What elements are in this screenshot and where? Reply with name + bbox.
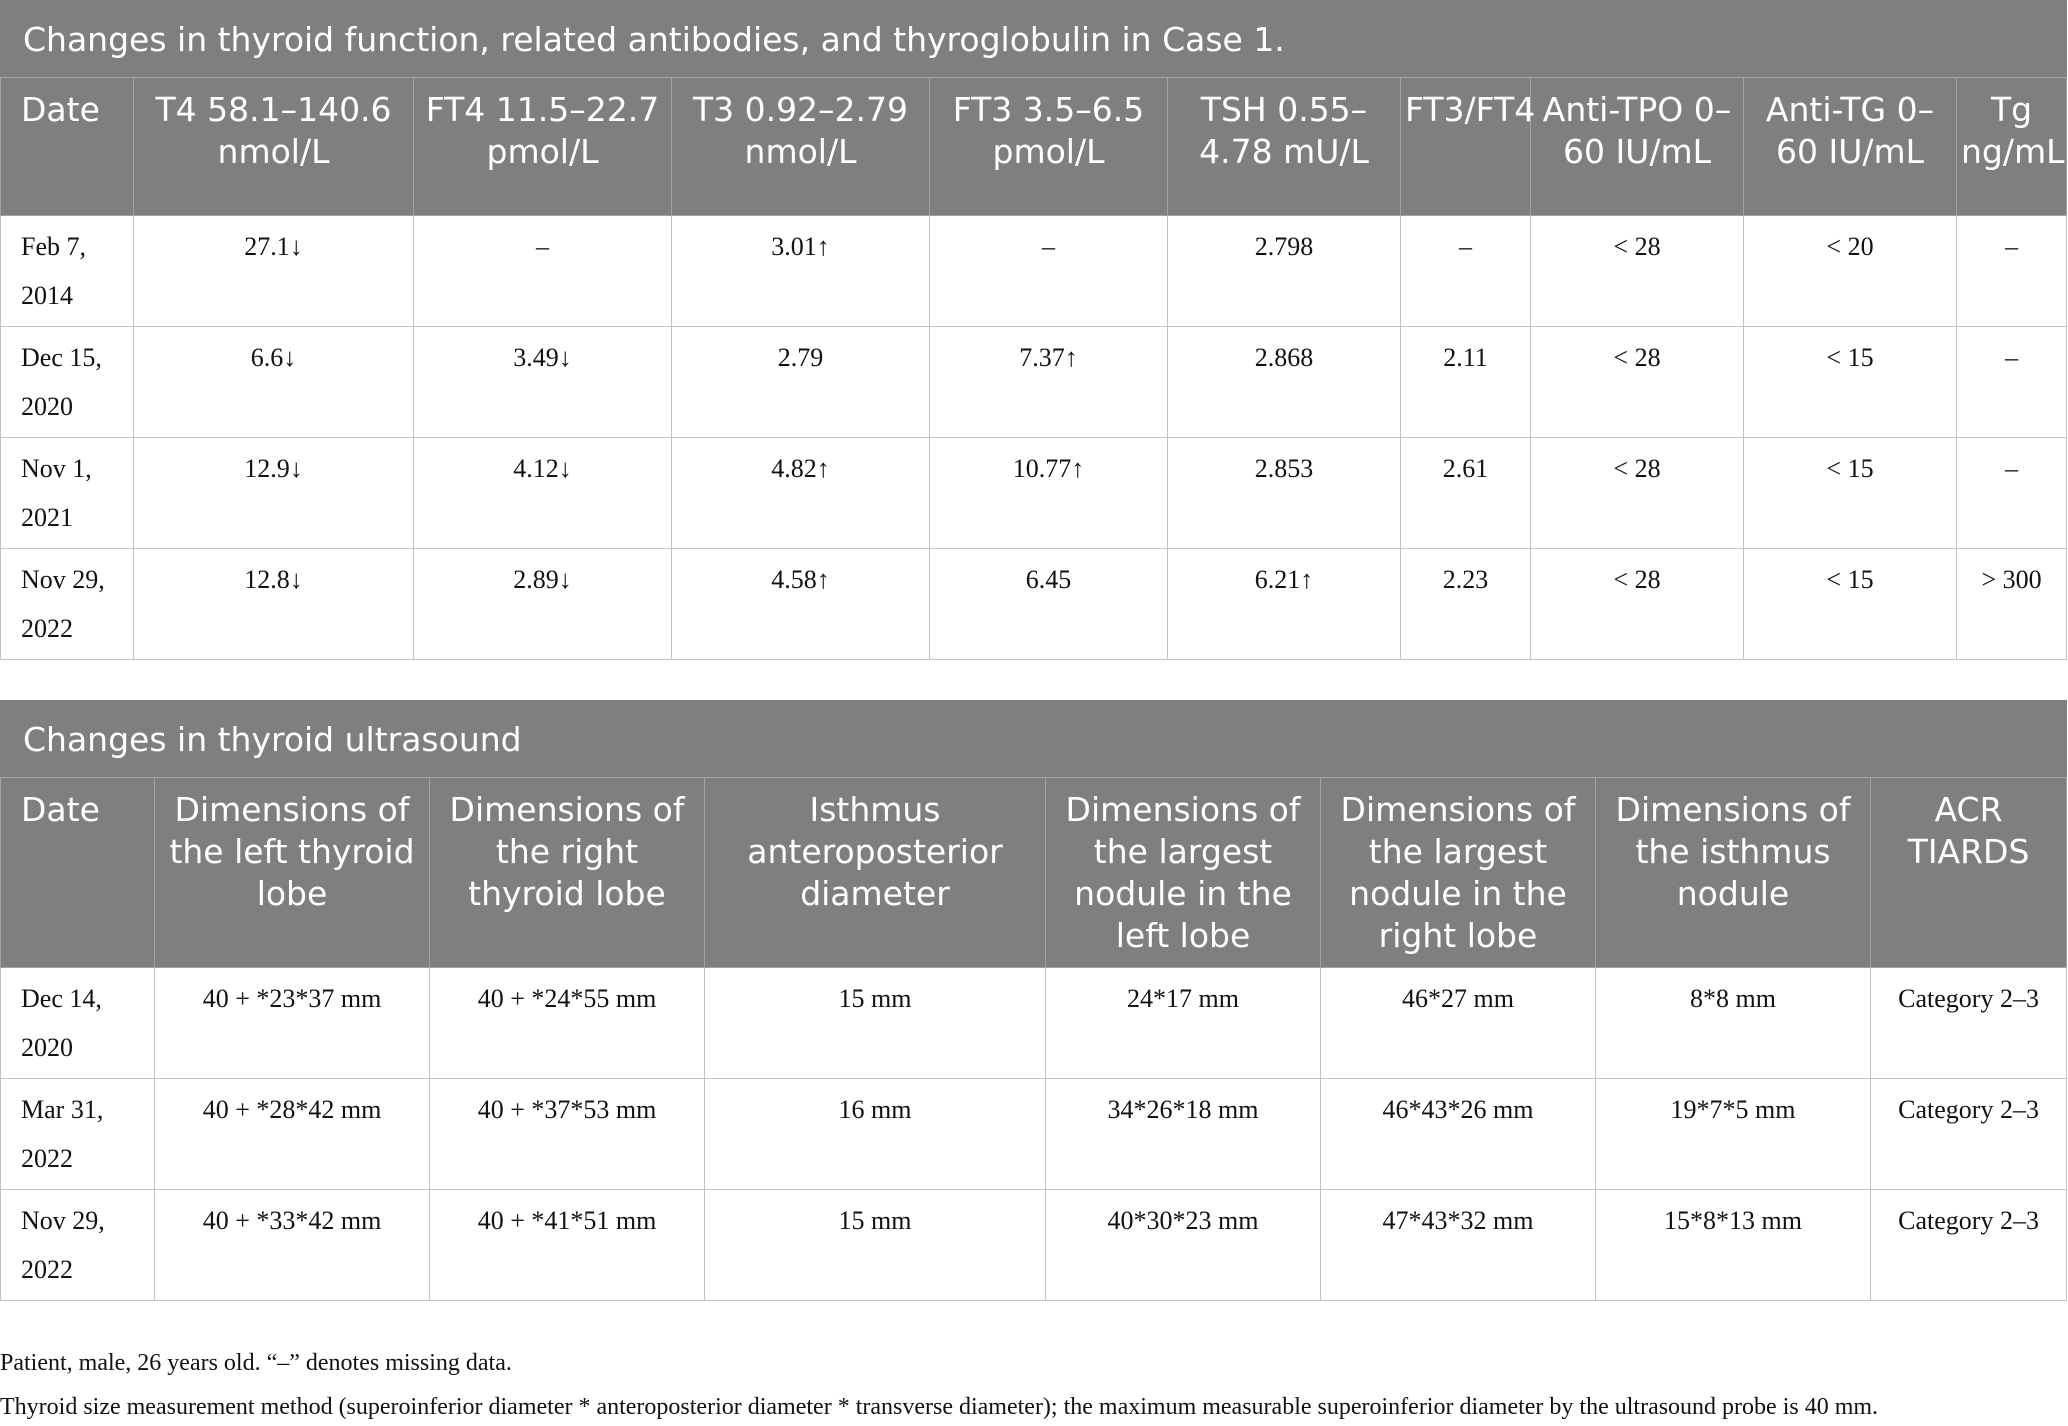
table-cell: 3.01↑ bbox=[671, 215, 930, 327]
table-cell: 40 + *33*42 mm bbox=[154, 1189, 430, 1301]
table-cell: < 28 bbox=[1530, 326, 1744, 438]
table-cell: – bbox=[929, 215, 1168, 327]
column-header: Dimensions of the isthmus nodule bbox=[1595, 777, 1871, 968]
date-cell: Dec 15, 2020 bbox=[0, 326, 134, 438]
table-cell: 40 + *37*53 mm bbox=[429, 1078, 705, 1190]
table-cell: > 300 bbox=[1955, 548, 2068, 660]
column-header: FT3 3.5–6.5 pmol/L bbox=[929, 77, 1168, 216]
table-cell: Category 2–3 bbox=[1869, 1078, 2068, 1190]
table-cell: < 15 bbox=[1743, 326, 1957, 438]
table-row: Nov 29, 2022 12.8↓ 2.89↓ 4.58↑ 6.45 6.21… bbox=[0, 548, 2068, 660]
table-header-row: Date T4 58.1–140.6 nmol/L FT4 11.5–22.7 … bbox=[0, 77, 2068, 216]
table-row: Nov 29, 2022 40 + *33*42 mm 40 + *41*51 … bbox=[0, 1189, 2068, 1301]
table-cell: < 15 bbox=[1743, 437, 1957, 549]
table-cell: 8*8 mm bbox=[1595, 967, 1871, 1079]
table-cell: 12.8↓ bbox=[133, 548, 414, 660]
table-cell: 6.6↓ bbox=[133, 326, 414, 438]
table-cell: 2.11 bbox=[1400, 326, 1531, 438]
table-cell: 15 mm bbox=[704, 967, 1046, 1079]
column-header: Dimensions of the largest nodule in the … bbox=[1045, 777, 1321, 968]
column-header: FT4 11.5–22.7 pmol/L bbox=[413, 77, 672, 216]
table-cell: Category 2–3 bbox=[1869, 967, 2068, 1079]
date-cell: Nov 29, 2022 bbox=[0, 548, 134, 660]
table-cell: 15 mm bbox=[704, 1189, 1046, 1301]
column-header: Anti-TPO 0–60 IU/mL bbox=[1530, 77, 1744, 216]
table-cell: 40 + *28*42 mm bbox=[154, 1078, 430, 1190]
table-cell: 15*8*13 mm bbox=[1595, 1189, 1871, 1301]
table-cell: 16 mm bbox=[704, 1078, 1046, 1190]
column-header: T4 58.1–140.6 nmol/L bbox=[133, 77, 414, 216]
table-cell: 46*43*26 mm bbox=[1320, 1078, 1596, 1190]
table-cell: – bbox=[1400, 215, 1531, 327]
table-cell: – bbox=[1955, 326, 2068, 438]
table-row: Dec 15, 2020 6.6↓ 3.49↓ 2.79 7.37↑ 2.868… bbox=[0, 326, 2068, 438]
column-header: Isthmus anteroposterior diameter bbox=[704, 777, 1046, 968]
date-cell: Mar 31, 2022 bbox=[0, 1078, 155, 1190]
table-cell: 4.58↑ bbox=[671, 548, 930, 660]
table-cell: 2.853 bbox=[1167, 437, 1401, 549]
date-cell: Feb 7, 2014 bbox=[0, 215, 134, 327]
date-cell: Nov 1, 2021 bbox=[0, 437, 134, 549]
table-cell: 10.77↑ bbox=[929, 437, 1168, 549]
table-cell: – bbox=[1955, 437, 2068, 549]
table-cell: 19*7*5 mm bbox=[1595, 1078, 1871, 1190]
table-cell: < 28 bbox=[1530, 215, 1744, 327]
column-header: Anti-TG 0–60 IU/mL bbox=[1743, 77, 1957, 216]
table-cell: 6.45 bbox=[929, 548, 1168, 660]
column-header: FT3/FT4 bbox=[1400, 77, 1535, 216]
table-cell: 2.61 bbox=[1400, 437, 1531, 549]
table-cell: 2.23 bbox=[1400, 548, 1531, 660]
table-cell: 40*30*23 mm bbox=[1045, 1189, 1321, 1301]
column-header: Date bbox=[0, 777, 155, 968]
table-row: Dec 14, 2020 40 + *23*37 mm 40 + *24*55 … bbox=[0, 967, 2068, 1079]
table-cell: 2.79 bbox=[671, 326, 930, 438]
table-row: Feb 7, 2014 27.1↓ – 3.01↑ – 2.798 – < 28… bbox=[0, 215, 2068, 327]
table-header-row: Date Dimensions of the left thyroid lobe… bbox=[0, 777, 2068, 968]
table-cell: < 28 bbox=[1530, 548, 1744, 660]
date-cell: Nov 29, 2022 bbox=[0, 1189, 155, 1301]
table-cell: 4.12↓ bbox=[413, 437, 672, 549]
table-cell: 40 + *24*55 mm bbox=[429, 967, 705, 1079]
footnote-measurement-method: Thyroid size measurement method (superoi… bbox=[0, 1394, 1879, 1420]
column-header: Tg ng/mL bbox=[1955, 77, 2068, 216]
column-header: Date bbox=[0, 77, 134, 216]
table-row: Mar 31, 2022 40 + *28*42 mm 40 + *37*53 … bbox=[0, 1078, 2068, 1190]
table-cell: 2.798 bbox=[1167, 215, 1401, 327]
table-cell: < 20 bbox=[1743, 215, 1957, 327]
column-header: TSH 0.55–4.78 mU/L bbox=[1167, 77, 1401, 216]
table-row: Nov 1, 2021 12.9↓ 4.12↓ 4.82↑ 10.77↑ 2.8… bbox=[0, 437, 2068, 549]
thyroid-ultrasound-table: Changes in thyroid ultrasound Date Dimen… bbox=[0, 700, 2068, 1301]
table-cell: 12.9↓ bbox=[133, 437, 414, 549]
table-caption: Changes in thyroid function, related ant… bbox=[0, 0, 2068, 78]
date-cell: Dec 14, 2020 bbox=[0, 967, 155, 1079]
table-cell: Category 2–3 bbox=[1869, 1189, 2068, 1301]
table-caption: Changes in thyroid ultrasound bbox=[0, 700, 2068, 778]
column-header: Dimensions of the left thyroid lobe bbox=[154, 777, 430, 968]
column-header: ACR TIARDS bbox=[1869, 777, 2068, 968]
column-header: Dimensions of the largest nodule in the … bbox=[1320, 777, 1596, 968]
footnote: Patient, male, 26 years old. “–” denotes… bbox=[0, 1350, 512, 1376]
table-cell: 6.21↑ bbox=[1167, 548, 1401, 660]
table-cell: 40 + *41*51 mm bbox=[429, 1189, 705, 1301]
table-cell: 27.1↓ bbox=[133, 215, 414, 327]
column-header: Dimensions of the right thyroid lobe bbox=[429, 777, 705, 968]
table-cell: 40 + *23*37 mm bbox=[154, 967, 430, 1079]
table-cell: 24*17 mm bbox=[1045, 967, 1321, 1079]
table-cell: – bbox=[1955, 215, 2068, 327]
table-cell: < 28 bbox=[1530, 437, 1744, 549]
table-cell: 2.868 bbox=[1167, 326, 1401, 438]
table-cell: < 15 bbox=[1743, 548, 1957, 660]
table-cell: 47*43*32 mm bbox=[1320, 1189, 1596, 1301]
table-cell: – bbox=[413, 215, 672, 327]
table-cell: 7.37↑ bbox=[929, 326, 1168, 438]
table-cell: 46*27 mm bbox=[1320, 967, 1596, 1079]
table-cell: 34*26*18 mm bbox=[1045, 1078, 1321, 1190]
thyroid-function-table: Changes in thyroid function, related ant… bbox=[0, 0, 2068, 660]
table-cell: 2.89↓ bbox=[413, 548, 672, 660]
table-cell: 4.82↑ bbox=[671, 437, 930, 549]
column-header: T3 0.92–2.79 nmol/L bbox=[671, 77, 930, 216]
table-cell: 3.49↓ bbox=[413, 326, 672, 438]
